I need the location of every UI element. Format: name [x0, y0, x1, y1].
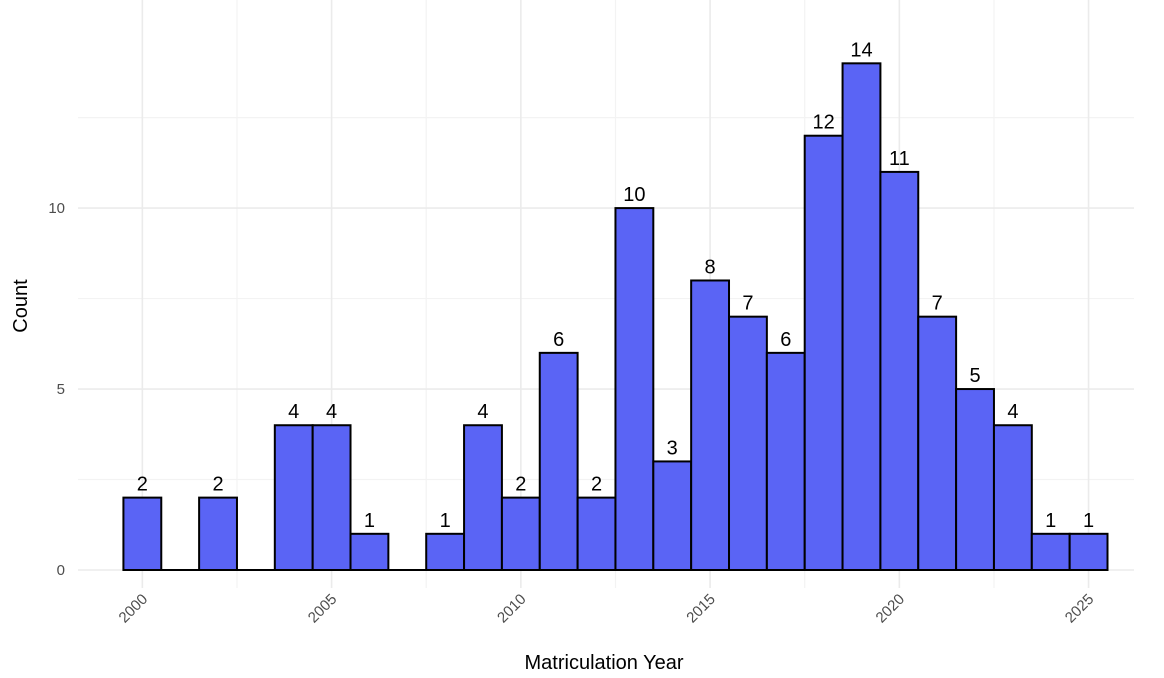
bar-2012 — [576, 496, 617, 571]
data-label-2022: 5 — [969, 365, 980, 387]
x-axis-ticks: 2000 2005 2010 2015 2020 2025 — [116, 591, 1098, 627]
bar-2017 — [765, 351, 806, 571]
data-label-2020: 11 — [889, 148, 910, 170]
bar-2004 — [273, 424, 314, 571]
data-label-2021: 7 — [932, 293, 943, 315]
y-axis-title: Count — [10, 279, 32, 333]
bar-2024 — [1030, 532, 1071, 571]
bar-2010 — [500, 496, 541, 571]
bar-2021 — [917, 315, 958, 571]
data-label-2024: 1 — [1045, 510, 1056, 532]
bar-2011 — [538, 351, 579, 571]
x-tick-label: 2005 — [305, 591, 341, 627]
data-label-2025: 1 — [1083, 510, 1094, 532]
bar-2025 — [1068, 532, 1109, 571]
y-tick-label: 0 — [57, 562, 65, 579]
bar-2016 — [728, 315, 768, 571]
bar-2023 — [992, 424, 1033, 571]
bar-2022 — [955, 388, 995, 571]
y-tick-label: 10 — [48, 200, 65, 217]
data-label-2018: 12 — [813, 112, 835, 134]
data-label-2023: 4 — [1007, 401, 1018, 423]
data-label-2013: 10 — [623, 184, 645, 206]
bars — [122, 62, 1109, 571]
data-label-2004: 4 — [288, 401, 299, 423]
x-tick-label: 2020 — [873, 591, 909, 627]
data-label-2010: 2 — [515, 474, 526, 496]
bar-2002 — [198, 496, 238, 571]
y-axis-ticks: 0 5 10 — [48, 200, 65, 579]
x-tick-label: 2015 — [683, 591, 719, 627]
data-label-2008: 1 — [440, 510, 451, 532]
bar-2006 — [349, 532, 390, 571]
y-tick-label: 5 — [57, 381, 65, 398]
data-label-2017: 6 — [780, 329, 791, 351]
bar-2000 — [122, 496, 163, 571]
bar-2005 — [311, 424, 352, 571]
bar-2008 — [425, 532, 466, 571]
bar-2018 — [803, 134, 844, 571]
data-label-2012: 2 — [591, 474, 602, 496]
bar-2009 — [463, 424, 503, 571]
bar-2020 — [879, 170, 920, 571]
x-tick-label: 2010 — [494, 591, 530, 627]
data-label-2002: 2 — [212, 474, 223, 496]
bar-2013 — [614, 207, 655, 571]
x-tick-label: 2000 — [116, 591, 152, 627]
x-tick-label: 2025 — [1062, 591, 1098, 627]
data-label-2006: 1 — [364, 510, 375, 532]
data-label-2000: 2 — [137, 474, 148, 496]
data-label-2011: 6 — [553, 329, 564, 351]
bar-2015 — [690, 279, 731, 571]
data-label-2005: 4 — [326, 401, 337, 423]
data-label-2014: 3 — [667, 437, 678, 459]
data-label-2019: 14 — [850, 39, 872, 61]
x-axis-title: Matriculation Year — [525, 652, 684, 674]
bar-2019 — [841, 62, 882, 571]
bar-2014 — [652, 460, 693, 571]
data-label-2016: 7 — [742, 293, 753, 315]
data-label-2009: 4 — [477, 401, 488, 423]
data-label-2015: 8 — [705, 256, 716, 278]
